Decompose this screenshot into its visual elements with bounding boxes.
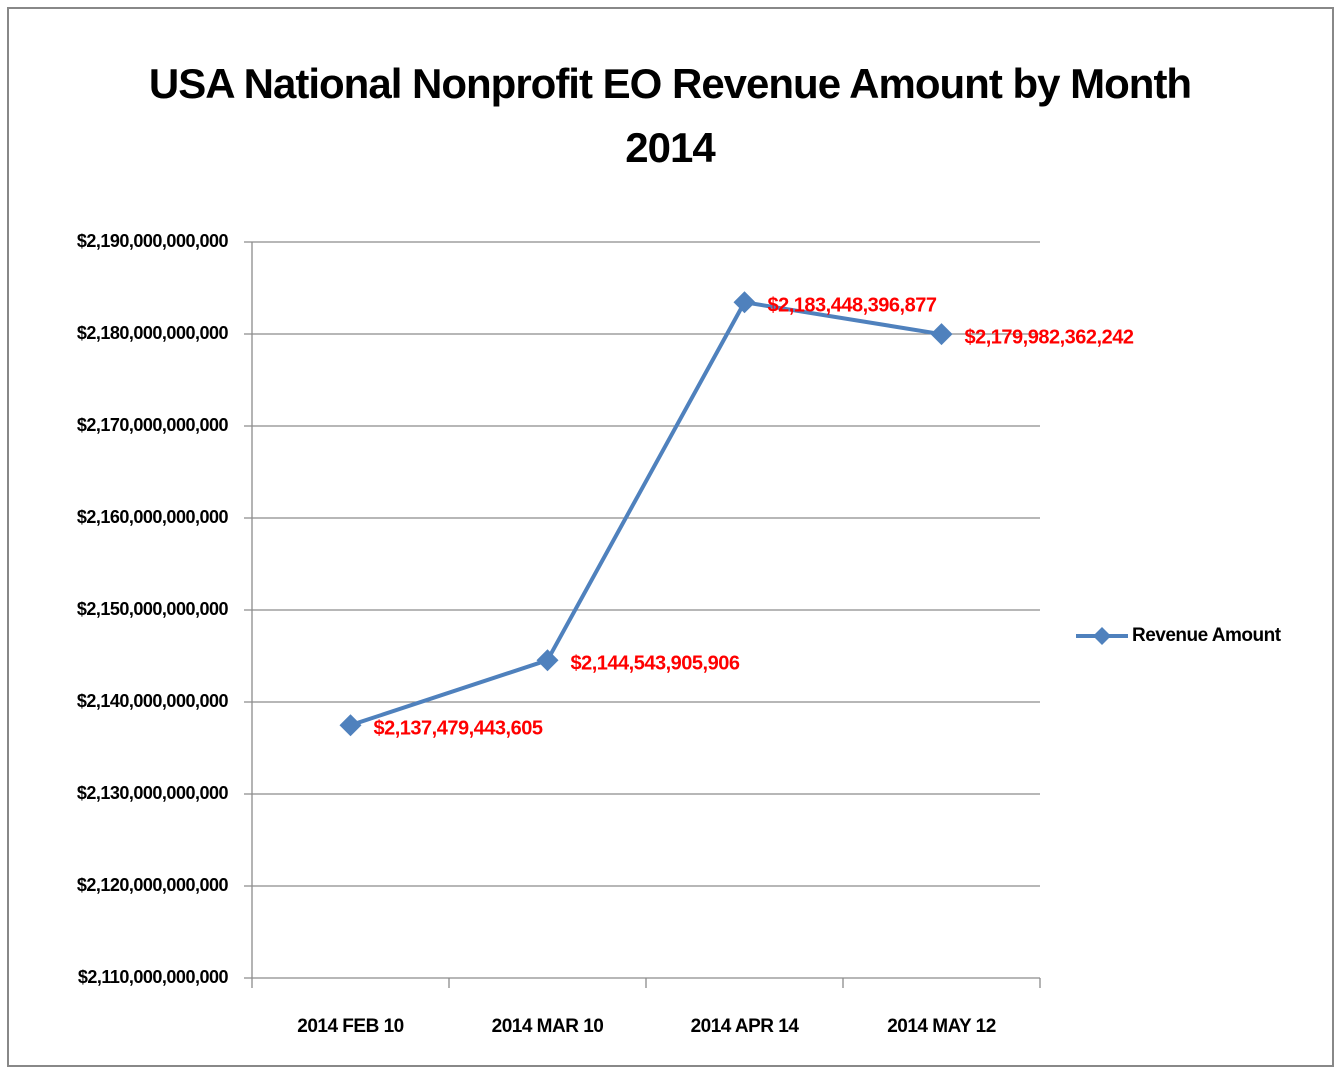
x-tick-label: 2014 MAY 12 <box>887 1016 996 1037</box>
y-tick-label: $2,130,000,000,000 <box>77 783 229 803</box>
data-label: $2,179,982,362,242 <box>965 326 1134 348</box>
line <box>349 300 942 728</box>
y-tick-label: $2,120,000,000,000 <box>77 875 229 895</box>
x-tick-label: 2014 APR 14 <box>691 1016 800 1037</box>
y-tick-label: $2,170,000,000,000 <box>77 415 229 435</box>
y-tick-label: $2,110,000,000,000 <box>78 967 229 987</box>
y-tick-label: $2,160,000,000,000 <box>77 507 229 527</box>
chart-title: USA National Nonprofit EO Revenue Amount… <box>148 60 1192 171</box>
y-tick-label: $2,150,000,000,000 <box>77 599 229 619</box>
y-tick-label: $2,180,000,000,000 <box>77 323 229 343</box>
x-tick-label: 2014 FEB 10 <box>297 1016 403 1037</box>
marker <box>930 323 953 346</box>
marker <box>339 714 362 737</box>
marker <box>733 291 756 314</box>
y-tick-label: $2,140,000,000,000 <box>77 691 229 711</box>
x-tick-label: 2014 MAR 10 <box>492 1016 604 1037</box>
data-label: $2,183,448,396,877 <box>768 295 937 317</box>
legend-marker <box>1093 627 1111 645</box>
data-label: $2,137,479,443,605 <box>374 717 543 739</box>
y-tick-label: $2,190,000,000,000 <box>77 231 229 251</box>
legend-label: Revenue Amount <box>1132 625 1282 646</box>
data-label: $2,144,543,905,906 <box>571 652 740 674</box>
marker <box>536 649 559 672</box>
